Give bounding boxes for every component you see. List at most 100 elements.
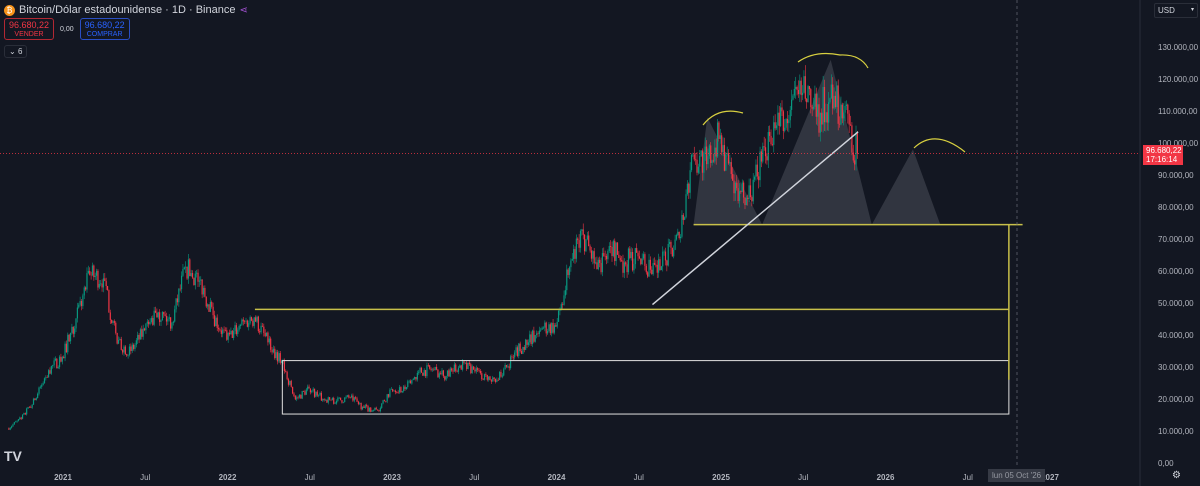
candle-body [792,95,794,100]
candle-body [453,364,455,372]
candle-body [730,162,732,175]
candle-body [157,312,159,318]
candle-body [241,319,243,325]
candle-body [538,330,540,335]
candle-body [215,317,217,327]
candle-body [503,369,505,376]
candle-body [780,107,782,127]
candle-body [747,197,749,199]
candle-body [268,338,270,343]
candle-body [771,144,773,145]
candle-body [726,153,728,155]
candle-body [102,278,105,288]
candle-body [633,264,635,271]
candle-body [271,349,273,353]
candle-body [21,414,24,419]
candle-body [701,150,704,173]
tradingview-logo[interactable]: TV [4,448,22,464]
candle-body [571,259,573,261]
candle-body [94,275,96,278]
candle-body [540,329,542,331]
candle-body [183,267,185,269]
candle-body [381,403,383,409]
candle-body [79,300,81,305]
candle-body [504,365,506,370]
candle-body [90,274,92,276]
sell-button[interactable]: 96.680,22 VENDER [4,18,54,40]
buy-button[interactable]: 96.680,22 COMPRAR [79,18,130,40]
candle-body [854,160,856,165]
candle-body [86,273,88,290]
currency-select[interactable]: USD ▾ [1154,3,1198,18]
candle-body [433,369,435,371]
candle-body [156,312,158,318]
candle-body [627,248,630,273]
candle-body [222,329,224,334]
candle-body [536,333,538,336]
candle-body [89,270,91,275]
candle-body [335,400,338,404]
candle-body [329,397,331,400]
candle-body [818,104,820,133]
candle-body [31,404,33,408]
candle-body [350,395,353,398]
candle-body [763,146,765,148]
spread: 0,00 [60,25,74,33]
bitcoin-icon: ₿ [4,4,15,16]
candle-body [566,269,568,291]
candle-body [722,145,724,153]
candle-body [744,197,746,206]
share-icon[interactable]: ⋖ [239,4,248,16]
candle-body [518,343,520,356]
settings-icon[interactable]: ⚙ [1172,470,1181,481]
candle-body [619,257,621,261]
candle-body [449,368,451,377]
candle-body [841,104,843,119]
candle-body [383,400,386,402]
candle-body [180,275,183,290]
candle-body [47,370,50,378]
candle-body [760,151,763,162]
candle-body [134,344,136,349]
candle-body [164,314,166,316]
candle-body [17,419,20,421]
candle-body [423,370,425,376]
candle-body [267,332,269,343]
candle-body [276,352,279,362]
candle-body [826,112,828,123]
candle-body [141,329,143,337]
x-tick-label: 2021 [54,473,72,482]
pattern-triangle [871,149,941,225]
candle-body [85,287,87,290]
candle-body [856,133,858,154]
candle-body [785,118,787,128]
candle-body [675,235,678,240]
candle-body [234,325,236,332]
x-tick-label: Jul [305,473,315,482]
candle-body [670,242,672,248]
candle-body [806,98,808,103]
candle-body [179,288,181,290]
candle-body [799,80,801,95]
candle-body [555,325,557,327]
candle-body [466,362,468,370]
candle-body [64,343,66,359]
candle-body [111,319,113,323]
trade-panel: 96.680,22 VENDER 0,00 96.680,22 COMPRAR [4,18,130,40]
candle-body [464,362,466,364]
candle-body [289,380,291,385]
candle-body [196,272,198,274]
candle-body [659,259,661,271]
candle-body [412,378,414,380]
candle-body [367,406,369,412]
symbol-header[interactable]: ₿ Bitcoin/Dólar estadounidense · 1D · Bi… [4,4,248,16]
candle-body [440,373,442,375]
candle-body [37,393,39,399]
candle-body [150,318,153,322]
candle-body [286,371,288,380]
candle-body [704,146,706,154]
indicators-toggle[interactable]: ⌄ 6 [4,45,28,58]
candle-body [715,147,717,157]
candle-body [201,279,203,295]
